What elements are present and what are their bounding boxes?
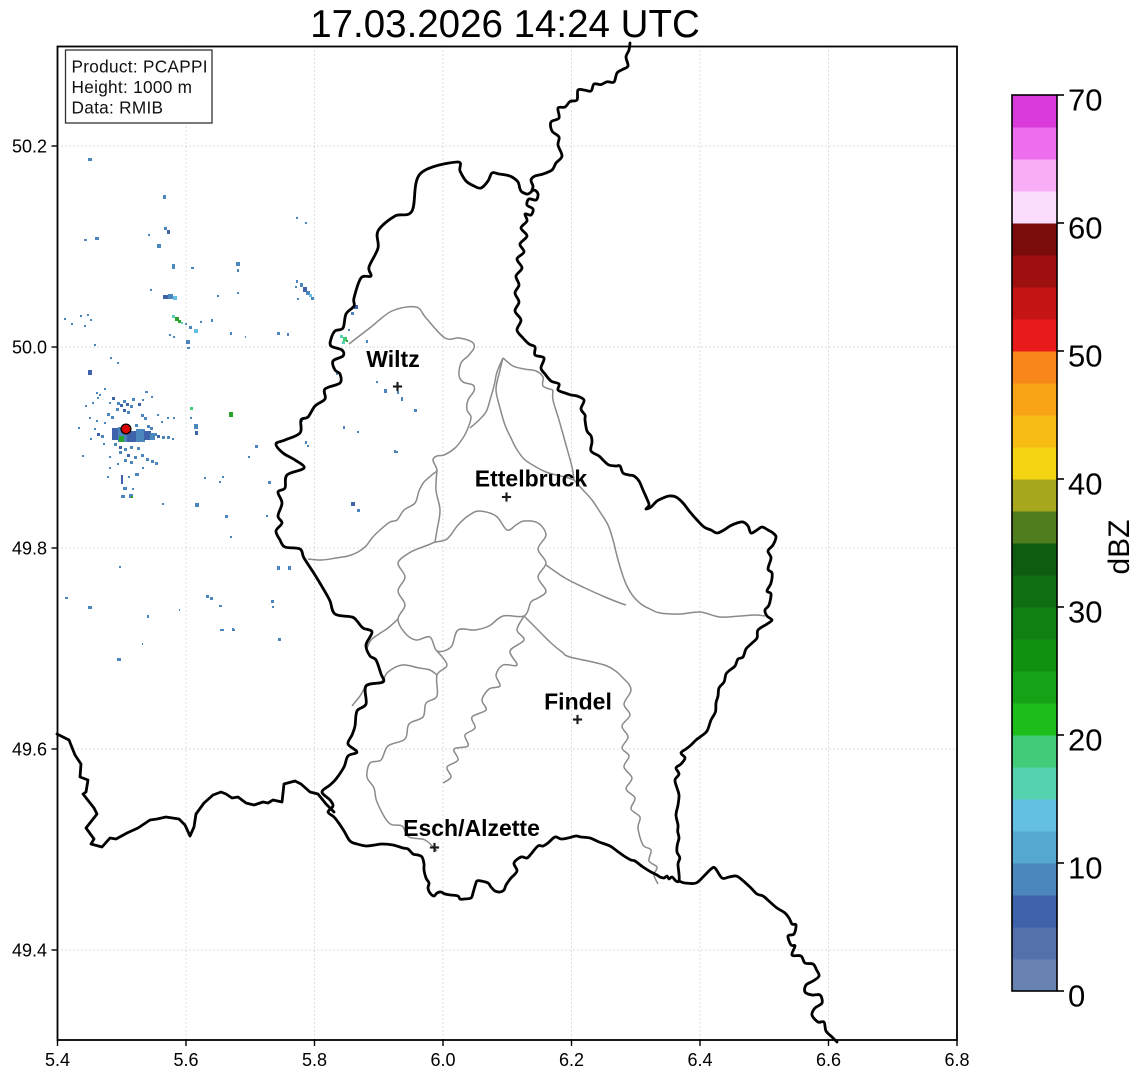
svg-text:50: 50 <box>1068 339 1102 374</box>
svg-text:49.6: 49.6 <box>12 740 47 760</box>
svg-text:Product: PCAPPI: Product: PCAPPI <box>72 57 208 77</box>
svg-text:10: 10 <box>1068 851 1102 886</box>
svg-text:Esch/Alzette: Esch/Alzette <box>403 815 540 841</box>
svg-text:dBZ: dBZ <box>1103 519 1136 574</box>
svg-text:60: 60 <box>1068 211 1102 246</box>
svg-text:5.4: 5.4 <box>45 1050 70 1070</box>
svg-text:6.4: 6.4 <box>687 1050 712 1070</box>
svg-text:49.4: 49.4 <box>12 941 47 961</box>
svg-text:70: 70 <box>1068 83 1102 118</box>
svg-text:Data: RMIB: Data: RMIB <box>72 98 164 118</box>
svg-text:Wiltz: Wiltz <box>366 346 419 372</box>
svg-text:6.0: 6.0 <box>430 1050 455 1070</box>
svg-text:6.2: 6.2 <box>559 1050 584 1070</box>
svg-text:30: 30 <box>1068 595 1102 630</box>
svg-text:6.8: 6.8 <box>944 1050 969 1070</box>
svg-text:6.6: 6.6 <box>816 1050 841 1070</box>
svg-text:0: 0 <box>1068 979 1085 1014</box>
svg-text:20: 20 <box>1068 723 1102 758</box>
svg-text:Height: 1000 m: Height: 1000 m <box>72 77 193 97</box>
svg-text:5.6: 5.6 <box>173 1050 198 1070</box>
svg-text:17.03.2026 14:24 UTC: 17.03.2026 14:24 UTC <box>310 3 700 46</box>
svg-text:50.2: 50.2 <box>12 137 47 157</box>
svg-text:50.0: 50.0 <box>12 338 47 358</box>
svg-text:Findel: Findel <box>544 689 612 715</box>
svg-text:5.8: 5.8 <box>302 1050 327 1070</box>
svg-text:Ettelbruck: Ettelbruck <box>475 466 588 492</box>
svg-text:40: 40 <box>1068 467 1102 502</box>
svg-text:49.8: 49.8 <box>12 539 47 559</box>
